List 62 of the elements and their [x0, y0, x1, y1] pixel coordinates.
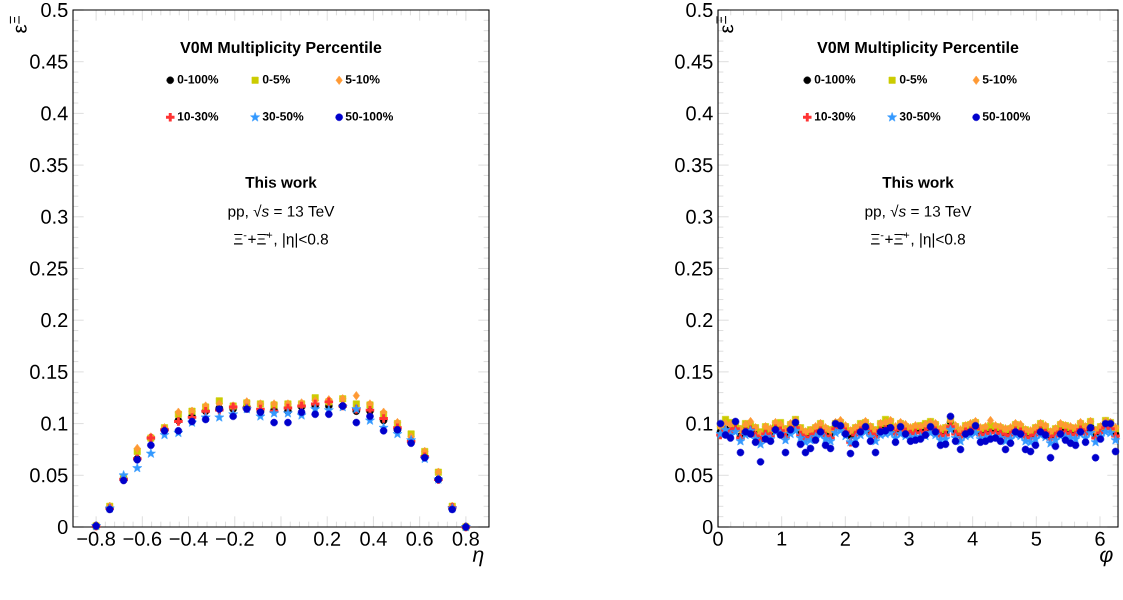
x-tick-label: 3	[904, 531, 914, 546]
y-tick-label: 0.35	[675, 158, 713, 173]
y-tick-label: 0.1	[686, 416, 713, 431]
x-tick-label: 2	[840, 531, 850, 546]
x-tick-label: −0.4	[169, 531, 208, 546]
y-tick-label: 0.2	[41, 313, 68, 328]
legend-label: 10-30%	[814, 112, 856, 121]
legend-label: 30-50%	[899, 112, 941, 121]
legend-title: V0M Multiplicity Percentile	[180, 41, 382, 57]
legend-label: 50-100%	[982, 112, 1031, 121]
legend-label: 10-30%	[177, 112, 219, 121]
x-tick-label: −0.8	[77, 531, 115, 546]
y-tick-label: 0.15	[30, 364, 68, 379]
annotation: This work	[245, 176, 317, 188]
annotation: Ξ$^{-}$+Ξ̄$^{+}$, |η|<0.8	[871, 232, 966, 248]
annotation: This work	[882, 176, 954, 188]
y-tick-label: 0.25	[30, 261, 68, 276]
y-tick-label: 0.35	[30, 158, 68, 173]
y-tick-label: 0.45	[30, 54, 68, 69]
annotation: pp, √s = 13 TeV	[865, 204, 972, 220]
x-tick-label: 6	[1095, 531, 1105, 546]
y-tick-label: 0.05	[675, 468, 713, 483]
y-tick-label: 0.5	[686, 2, 713, 18]
y-tick-label: 0.25	[675, 261, 713, 276]
x-tick-label: 0.4	[360, 531, 387, 546]
x-tick-label: 0	[276, 531, 286, 546]
x-axis-title: η	[472, 550, 484, 567]
y-tick-label: 0.3	[41, 209, 68, 224]
x-tick-label: −0.2	[216, 531, 254, 546]
y-axis-title: ε$^{Ξ}$	[716, 16, 734, 33]
y-tick-label: 0	[57, 519, 68, 535]
legend-label: 0-5%	[262, 75, 291, 84]
legend-label: 0-100%	[177, 75, 219, 84]
x-tick-label: 4	[967, 531, 978, 546]
y-tick-label: 0.4	[686, 106, 713, 121]
x-tick-label: 1	[777, 531, 787, 546]
legend-label: 5-10%	[345, 75, 380, 84]
y-tick-label: 0	[702, 519, 713, 535]
legend-title: V0M Multiplicity Percentile	[817, 41, 1019, 57]
y-tick-label: 0.5	[41, 2, 68, 18]
annotation: Ξ$^{-}$+Ξ̄$^{+}$, |η|<0.8	[233, 232, 328, 248]
y-axis-title: ε$^{Ξ}$	[9, 16, 27, 33]
y-tick-label: 0.45	[675, 54, 713, 69]
annotation: pp, √s = 13 TeV	[228, 204, 335, 220]
x-tick-label: 5	[1031, 531, 1042, 546]
legend-label: 30-50%	[262, 112, 304, 121]
y-tick-label: 0.2	[686, 313, 713, 328]
x-tick-label: 0.8	[452, 531, 479, 546]
y-tick-label: 0.4	[41, 106, 68, 121]
legend-label: 0-5%	[899, 75, 928, 84]
legend-label: 5-10%	[982, 75, 1017, 84]
legend-label: 50-100%	[345, 112, 394, 121]
x-tick-label: −0.6	[123, 531, 162, 546]
y-tick-label: 0.1	[41, 416, 68, 431]
x-tick-label: 0	[713, 531, 723, 546]
y-tick-label: 0.15	[675, 364, 713, 379]
y-tick-label: 0.3	[686, 209, 713, 224]
legend-label: 0-100%	[814, 75, 856, 84]
x-axis-title: φ	[1100, 550, 1113, 567]
x-tick-label: 0.2	[314, 531, 341, 546]
x-tick-label: 0.6	[406, 531, 433, 546]
y-tick-label: 0.05	[30, 468, 68, 483]
